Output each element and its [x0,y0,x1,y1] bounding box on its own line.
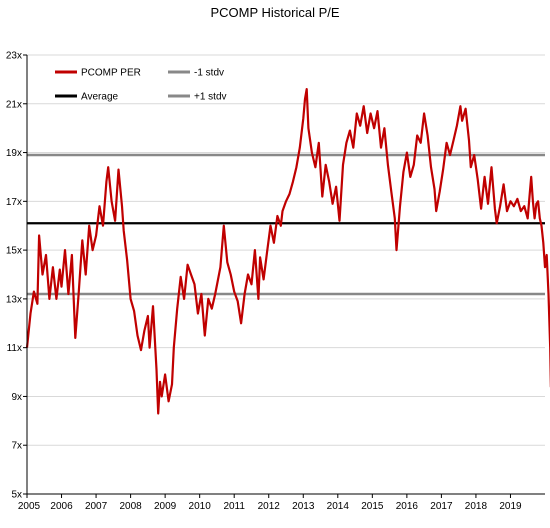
x-tick-label: 2019 [499,501,522,512]
x-tick-label: 2015 [361,501,384,512]
x-tick-label: 2007 [85,501,108,512]
y-tick-label: 17x [6,197,22,208]
x-tick-label: 2017 [430,501,453,512]
x-tick-label: 2016 [396,501,419,512]
legend-label: -1 stdv [194,68,224,79]
x-tick-label: 2012 [258,501,281,512]
x-axis-ticks: 2005 2006 2007 2008 2009 2010 2011 2012 2013 2014… [18,494,522,512]
y-tick-label: 19x [6,148,22,159]
y-tick-label: 23x [6,51,22,62]
x-tick-label: 2005 [18,501,41,512]
gridlines [27,54,545,446]
y-tick-label: 9x [11,392,22,403]
y-tick-label: 21x [6,99,22,110]
x-tick-label: 2018 [465,501,488,512]
x-tick-label: 2011 [223,501,245,512]
series-group [25,88,550,415]
y-tick-label: 13x [6,294,22,305]
y-tick-label: 15x [6,246,22,257]
x-tick-label: 2010 [189,501,212,512]
series-line-pcomp-per [25,88,550,415]
axes [26,55,545,495]
x-tick-label: 2006 [50,501,73,512]
y-tick-label: 7x [11,441,22,452]
reference-lines [27,153,545,296]
legend-label: +1 stdv [194,92,227,103]
chart-title: PCOMP Historical P/E [210,5,339,20]
x-tick-label: 2013 [292,501,315,512]
x-tick-label: 2014 [327,501,350,512]
legend-label: Average [81,92,119,103]
x-tick-label: 2008 [119,501,142,512]
y-axis-ticks: 5x 7x 9x 11x 13x 15x 17x 19x 21x 23x [6,51,27,501]
y-tick-label: 5x [11,490,22,501]
y-tick-label: 11x [7,343,22,354]
legend: PCOMP PER -1 stdv Average +1 stdv [55,68,227,103]
legend-label: PCOMP PER [81,68,141,79]
x-tick-label: 2009 [154,501,177,512]
